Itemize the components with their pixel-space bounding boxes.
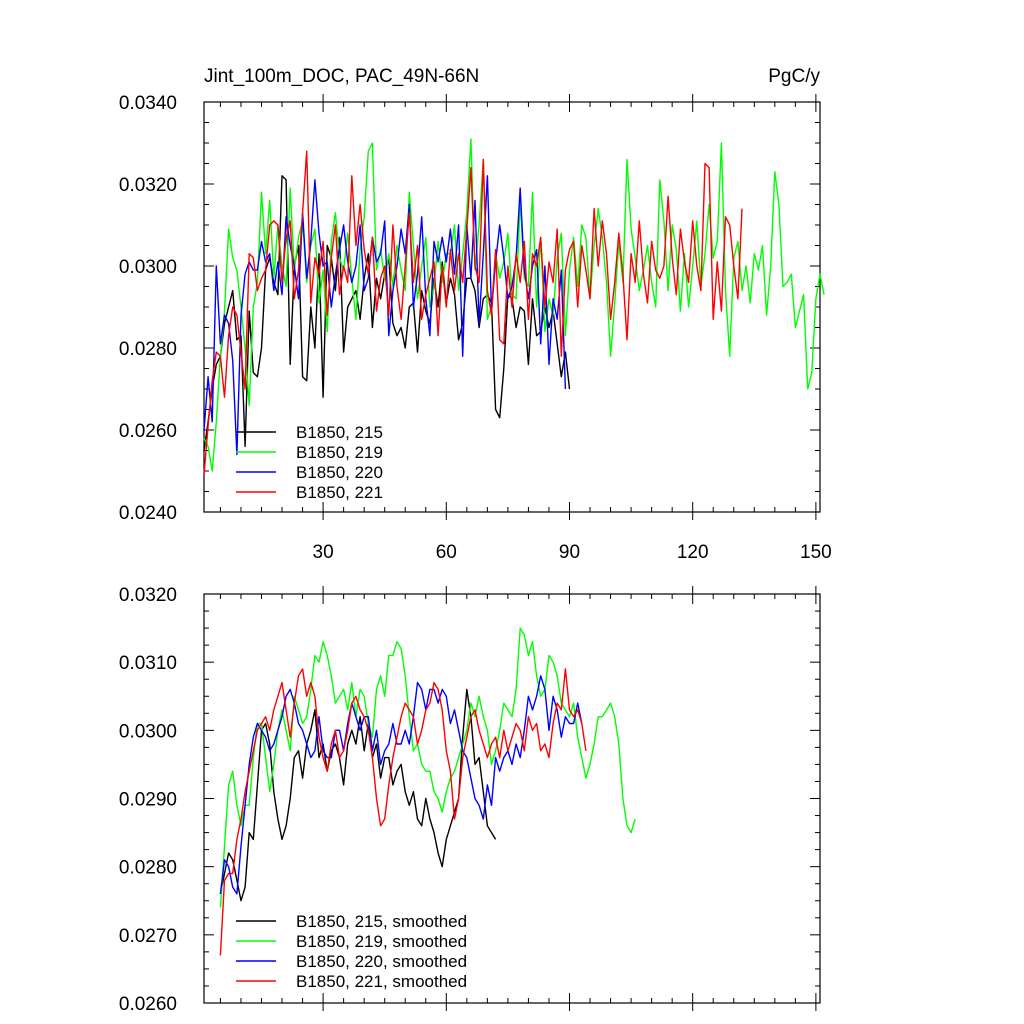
y-tick-label: 0.0260 [119, 421, 177, 442]
legend-label: B1850, 219 [296, 443, 383, 462]
legend-label: B1850, 215 [296, 423, 383, 442]
y-tick-label: 0.0240 [119, 503, 177, 524]
series-line-b1850-219 [203, 138, 825, 472]
y-tick-label: 0.0300 [119, 257, 177, 278]
y-tick-label: 0.0310 [119, 653, 177, 674]
y-tick-label: 0.0270 [119, 926, 177, 947]
y-tick-label: 0.0290 [119, 790, 177, 811]
y-tick-label: 0.0300 [119, 721, 177, 742]
bottom-panel: 0.0260 0.0270 0.0280 0.0290 0.0300 0.0310 0.03… [119, 585, 821, 1015]
chart-title: Jint_100m_DOC, PAC_49N-66N [204, 66, 479, 87]
top-panel: Jint_100m_DOC, PAC_49N-66N PgC/y 0.0240 0… [119, 66, 832, 563]
legend-label: B1850, 219, smoothed [296, 932, 467, 951]
y-tick-label: 0.0320 [119, 175, 177, 196]
legend-label: B1850, 220 [296, 463, 383, 482]
y-tick-label: 0.0280 [119, 858, 177, 879]
series-line-b1850-221-smoothed [219, 668, 587, 956]
legend-label: B1850, 221, smoothed [296, 972, 467, 991]
y-tick-label: 0.0320 [119, 585, 177, 606]
x-tick-label: 30 [313, 542, 334, 563]
x-tick-label: 90 [559, 542, 580, 563]
series-line-b1850-221 [203, 150, 743, 476]
chart-units: PgC/y [768, 66, 820, 87]
y-tick-label: 0.0340 [119, 93, 177, 114]
series-line-b1850-220 [203, 175, 567, 456]
legend-label: B1850, 220, smoothed [296, 952, 467, 971]
x-tick-label: 150 [800, 542, 832, 563]
legend-label: B1850, 221 [296, 483, 383, 502]
series-line-b1850-220-smoothed [219, 675, 583, 895]
x-tick-label: 60 [436, 542, 457, 563]
legend-label: B1850, 215, smoothed [296, 912, 467, 931]
series-line-b1850-219-smoothed [219, 627, 636, 908]
series-line-b1850-215-smoothed [219, 688, 497, 902]
y-tick-label: 0.0260 [119, 994, 177, 1015]
y-tick-label: 0.0280 [119, 339, 177, 360]
x-tick-label: 120 [677, 542, 709, 563]
series-line-b1850-215 [203, 175, 571, 451]
